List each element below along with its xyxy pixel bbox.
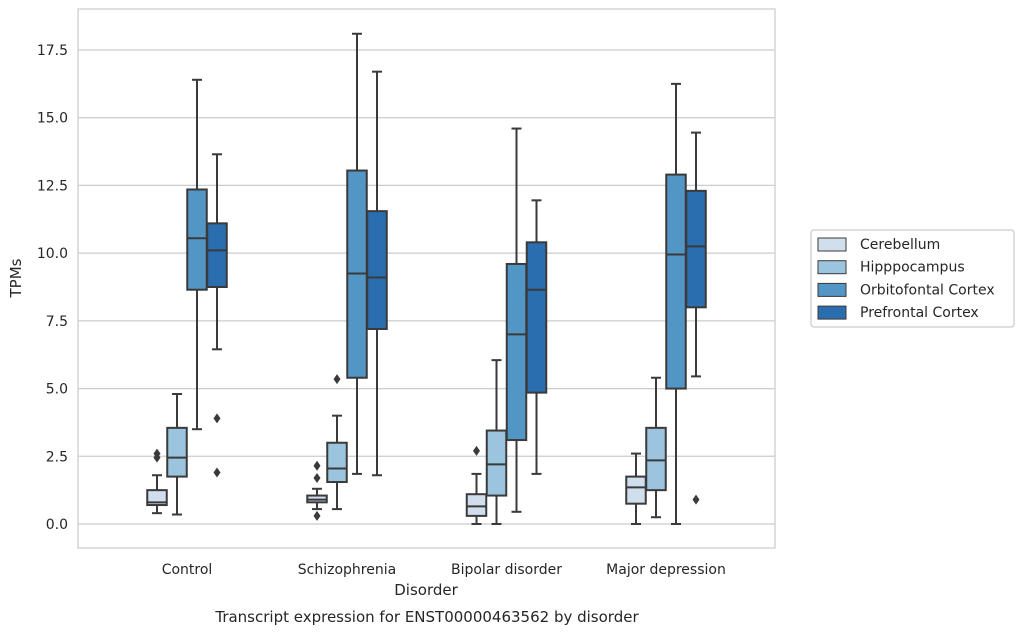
box-cerebellum-bipolar-disorder	[465, 445, 488, 525]
outlier-point	[692, 494, 700, 505]
legend-swatch	[817, 237, 847, 252]
y-tick-label: 10.0	[37, 246, 68, 262]
y-tick-label: 5.0	[46, 382, 68, 398]
box-iqr	[505, 262, 528, 442]
outlier-point	[313, 510, 321, 521]
legend-label: Hipppocampus	[860, 260, 965, 276]
y-tick-label: 12.5	[37, 178, 68, 194]
legend-label: Prefrontal Cortex	[860, 305, 979, 321]
box-iqr	[146, 489, 168, 507]
box-iqr	[665, 173, 687, 390]
box-iqr	[485, 429, 508, 497]
outlier-point	[313, 460, 321, 471]
box-prefrontal-cortex-bipolar-disorder	[525, 199, 548, 475]
box-orbitofontal-cortex-bipolar-disorder	[505, 127, 528, 513]
legend-entry: Hipppocampus	[817, 260, 965, 276]
legend-entry: Cerebellum	[817, 237, 940, 253]
box-iqr	[186, 188, 208, 291]
y-axis-label: TPMs	[7, 258, 25, 298]
legend: Cerebellum Hipppocampus Orbitofontal Corte…	[810, 229, 1015, 328]
box-prefrontal-cortex-control	[206, 153, 228, 478]
box-cerebellum-schizophrenia	[306, 460, 328, 521]
box-iqr	[685, 189, 707, 309]
legend-label: Cerebellum	[860, 237, 940, 253]
y-tick-label: 15.0	[37, 111, 68, 127]
x-tick-label: Schizophrenia	[298, 562, 396, 578]
box-iqr	[326, 441, 348, 484]
box-prefrontal-cortex-major-depression	[685, 131, 707, 505]
x-tick-label: Major depression	[606, 562, 726, 578]
box-iqr	[645, 426, 667, 492]
box-prefrontal-cortex-schizophrenia	[366, 70, 388, 477]
y-tick-label: 0.0	[46, 517, 68, 533]
box-iqr	[206, 222, 228, 288]
x-axis-ticks: Control Schizophrenia Bipolar disorder Majo…	[162, 562, 726, 578]
x-tick-label: Bipolar disorder	[451, 562, 562, 578]
box-groups	[146, 32, 707, 525]
outlier-point	[473, 445, 480, 456]
outlier-point	[333, 374, 341, 385]
box-hipppocampus-major-depression	[645, 376, 667, 519]
outlier-point	[213, 467, 221, 478]
legend-entry: Orbitofontal Cortex	[817, 282, 995, 298]
box-hipppocampus-bipolar-disorder	[485, 359, 508, 525]
legend-swatch	[817, 282, 847, 297]
y-tick-label: 7.5	[46, 314, 68, 330]
outlier-point	[313, 472, 321, 483]
outlier-point	[213, 413, 221, 424]
legend-label: Orbitofontal Cortex	[860, 282, 995, 298]
y-tick-label: 2.5	[46, 449, 68, 465]
box-iqr	[166, 426, 188, 478]
box-cerebellum-control	[146, 448, 168, 515]
box-hipppocampus-control	[166, 392, 188, 516]
outlier-point	[153, 448, 161, 459]
y-axis-ticks: 0.0 2.5 5.0 7.5 10.0 12.5 15.0 17.5	[37, 43, 68, 533]
y-tick-label: 17.5	[37, 43, 68, 59]
chart-caption: Transcript expression for ENST0000046356…	[214, 608, 639, 626]
legend-swatch	[817, 260, 847, 275]
box-iqr	[625, 475, 647, 505]
box-iqr	[366, 210, 388, 330]
box-hipppocampus-schizophrenia	[326, 374, 348, 511]
x-tick-label: Control	[162, 562, 213, 578]
box-iqr	[465, 493, 488, 517]
legend-frame	[810, 229, 1015, 328]
x-axis-label: Disorder	[394, 581, 458, 599]
legend-swatch	[817, 305, 847, 320]
legend-entry: Prefrontal Cortex	[817, 305, 979, 321]
box-iqr	[525, 241, 548, 394]
